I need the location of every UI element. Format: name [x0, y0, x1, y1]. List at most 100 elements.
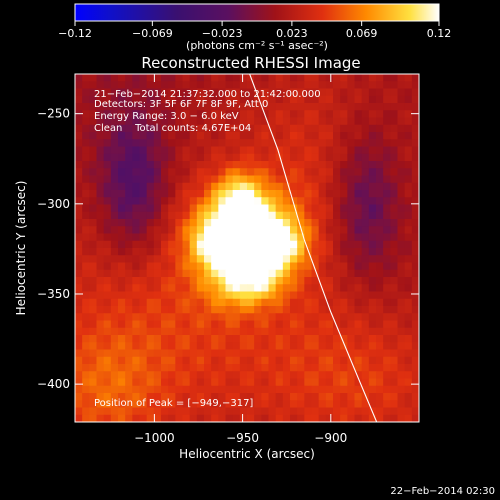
heatmap-cell	[139, 161, 148, 169]
heatmap-cell	[383, 414, 391, 422]
heatmap-cell	[146, 226, 155, 235]
heatmap-cell	[182, 269, 191, 278]
heatmap-cell	[275, 400, 284, 409]
heatmap-cell	[411, 414, 419, 422]
heatmap-cell	[232, 291, 241, 300]
heatmap-cell	[247, 175, 255, 184]
heatmap-cell	[354, 190, 363, 198]
heatmap-cell	[118, 146, 126, 155]
heatmap-cell	[282, 182, 291, 191]
heatmap-cell	[311, 277, 320, 285]
heatmap-cell	[340, 349, 348, 358]
heatmap-cell	[89, 378, 98, 387]
heatmap-cell	[96, 233, 105, 242]
heatmap-cell	[290, 161, 298, 169]
x-tick-label: −950	[226, 431, 259, 445]
heatmap-cell	[254, 117, 262, 126]
heatmap-cell	[232, 407, 241, 416]
heatmap-cell	[161, 313, 169, 322]
heatmap-cell	[153, 204, 162, 213]
heatmap-cell	[175, 88, 184, 97]
heatmap-cell	[232, 175, 241, 184]
heatmap-cell	[318, 132, 327, 140]
heatmap-cell	[75, 190, 83, 198]
heatmap-cell	[333, 211, 341, 220]
heatmap-cell	[268, 269, 277, 278]
heatmap-cell	[96, 103, 105, 111]
heatmap-cell	[161, 95, 169, 104]
heatmap-cell	[383, 74, 391, 82]
heatmap-cell	[318, 393, 327, 401]
heatmap-cell	[340, 393, 348, 401]
heatmap-cell	[361, 320, 370, 329]
heatmap-cell	[182, 407, 191, 416]
heatmap-cell	[304, 385, 313, 394]
heatmap-cell	[275, 124, 284, 133]
colorbar-tick-label: −0.023	[202, 27, 243, 40]
heatmap-cell	[354, 320, 363, 329]
heatmap-cell	[261, 103, 270, 111]
heatmap-cell	[132, 407, 141, 416]
heatmap-cell	[325, 81, 334, 90]
heatmap-cell	[139, 291, 148, 300]
heatmap-cell	[297, 284, 305, 293]
heatmap-cell	[390, 95, 399, 104]
heatmap-cell	[333, 393, 341, 401]
heatmap-cell	[189, 211, 198, 220]
heatmap-cell	[153, 255, 162, 264]
heatmap-cell	[361, 371, 370, 380]
heatmap-cell	[204, 269, 212, 278]
heatmap-cell	[247, 233, 255, 242]
heatmap-cell	[110, 190, 119, 198]
heatmap-cell	[368, 320, 377, 329]
heatmap-cell	[304, 219, 313, 227]
heatmap-cell	[368, 262, 377, 271]
heatmap-cell	[318, 335, 327, 343]
heatmap-cell	[189, 146, 198, 155]
heatmap-cell	[290, 240, 298, 249]
heatmap-cell	[168, 364, 176, 372]
heatmap-cell	[110, 197, 119, 206]
heatmap-cell	[211, 81, 219, 90]
heatmap-cell	[304, 356, 313, 365]
heatmap-cell	[368, 211, 377, 220]
heatmap-cell	[161, 81, 169, 90]
heatmap-cell	[204, 226, 212, 235]
heatmap-cell	[139, 393, 148, 401]
heatmap-cell	[204, 146, 212, 155]
heatmap-cell	[89, 182, 98, 191]
heatmap-cell	[139, 88, 148, 97]
heatmap-cell	[211, 182, 219, 191]
heatmap-cell	[168, 407, 176, 416]
heatmap-cell	[333, 175, 341, 184]
heatmap-cell	[96, 81, 105, 90]
heatmap-cell	[153, 168, 162, 177]
heatmap-cell	[239, 197, 248, 206]
heatmap-cell	[282, 255, 291, 264]
heatmap-cell	[354, 88, 363, 97]
heatmap-cell	[132, 139, 141, 148]
heatmap-cell	[82, 400, 90, 409]
heatmap-cell	[168, 240, 176, 249]
heatmap-cell	[75, 414, 83, 422]
heatmap-cell	[232, 378, 241, 387]
heatmap-cell	[325, 298, 334, 307]
heatmap-cell	[376, 248, 384, 256]
heatmap-cell	[383, 175, 391, 184]
heatmap-cell	[254, 371, 262, 380]
heatmap-cell	[225, 233, 234, 242]
heatmap-cell	[82, 385, 90, 394]
heatmap-cell	[218, 385, 227, 394]
heatmap-cell	[333, 407, 341, 416]
heatmap-cell	[247, 277, 255, 285]
heatmap-cell	[232, 248, 241, 256]
heatmap-cell	[397, 161, 406, 169]
heatmap-cell	[325, 291, 334, 300]
heatmap-cell	[261, 204, 270, 213]
heatmap-cell	[175, 219, 184, 227]
heatmap-cell	[347, 248, 356, 256]
heatmap-cell	[368, 269, 377, 278]
heatmap-cell	[376, 182, 384, 191]
heatmap-cell	[211, 211, 219, 220]
heatmap-cell	[325, 371, 334, 380]
